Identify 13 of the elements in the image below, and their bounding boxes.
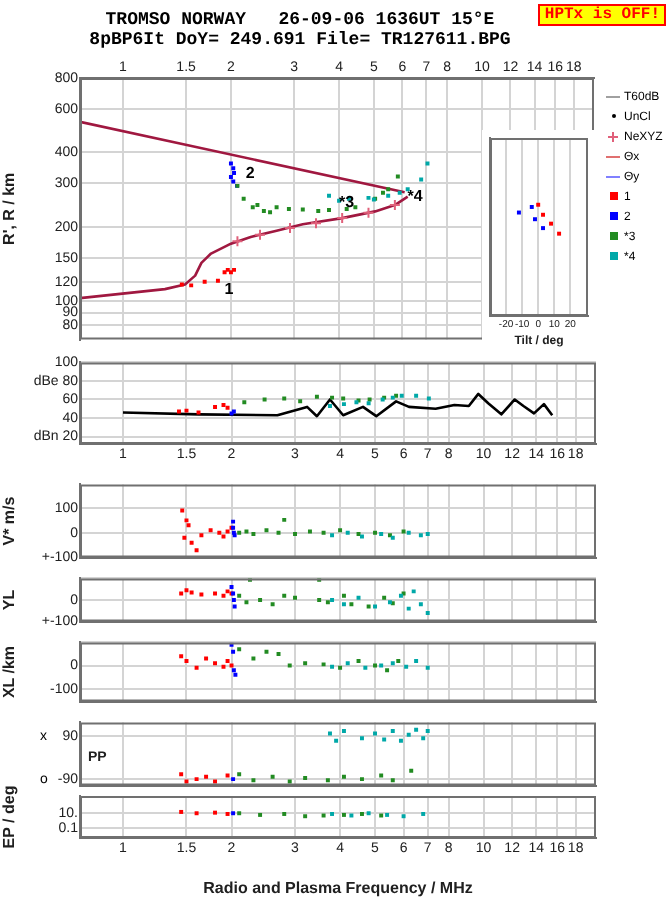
chart-subtitle: 8pBP6It DoY= 249.691 File= TR127611.BPG (89, 30, 511, 50)
annotation: 1 (224, 279, 235, 298)
chart-title: TROMSO NORWAY 26-09-06 1636UT 15°E (105, 10, 495, 30)
y-axis-title: YL (0, 589, 19, 611)
annotation: *4 (407, 187, 424, 206)
text: HPTx is OFF! (538, 4, 666, 26)
annotation: *3 (339, 193, 356, 212)
y-axis-title: EP / deg (0, 785, 19, 849)
y-axis-title: R', R / km (0, 172, 19, 245)
x-axis-title: Radio and Plasma Frequency / MHz (203, 878, 473, 897)
y-axis-title: XL /km (0, 645, 19, 699)
annotation: 2 (245, 164, 256, 183)
y-axis-title: V* m/s (0, 495, 19, 546)
